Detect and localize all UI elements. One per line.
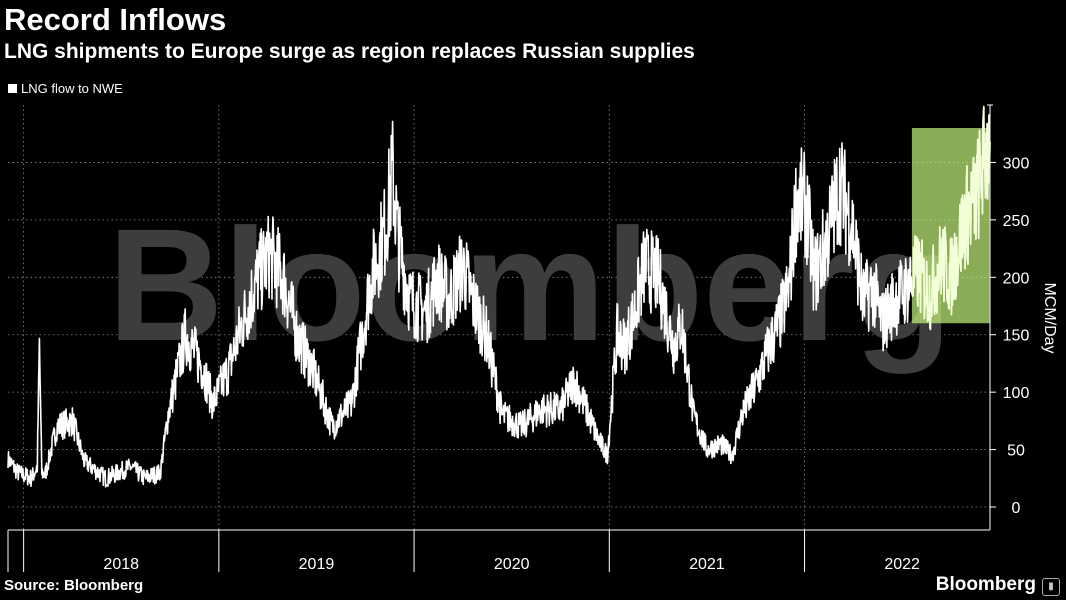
x-tick-label-2019: 2019: [299, 556, 335, 573]
y-tick-label-200: 200: [1003, 270, 1030, 287]
y-tick-label-50: 50: [1007, 443, 1025, 460]
x-tick-label-2021: 2021: [689, 556, 725, 573]
y-tick-label-300: 300: [1003, 155, 1030, 172]
legend: LNG flow to NWE: [8, 81, 123, 96]
x-tick-label-2018: 2018: [103, 556, 139, 573]
y-tick-label-0: 0: [1012, 500, 1021, 517]
chart-title: Record Inflows: [4, 2, 227, 37]
y-tick-label-150: 150: [1003, 328, 1030, 345]
source-note: Source: Bloomberg: [4, 577, 144, 594]
y-tick-label-100: 100: [1003, 385, 1030, 402]
chart-icon: ▮: [1042, 578, 1060, 596]
x-axis: 2018 2019 2020 2021 2022: [7, 529, 990, 573]
y-axis-label: MCM/Day: [1041, 282, 1058, 353]
series-line-lng-flow: [7, 105, 991, 488]
legend-label: LNG flow to NWE: [21, 81, 123, 96]
y-axis: 0 50 100 150 200 250 300: [987, 104, 1030, 530]
legend-swatch: [8, 84, 17, 93]
x-tick-label-2020: 2020: [494, 556, 530, 573]
chart-subtitle: LNG shipments to Europe surge as region …: [4, 40, 695, 63]
x-tick-label-2022: 2022: [884, 556, 920, 573]
brand-logo: Bloomberg: [935, 574, 1036, 595]
series-line-highlighted-segment: [911, 105, 991, 331]
y-tick-label-250: 250: [1003, 213, 1030, 230]
